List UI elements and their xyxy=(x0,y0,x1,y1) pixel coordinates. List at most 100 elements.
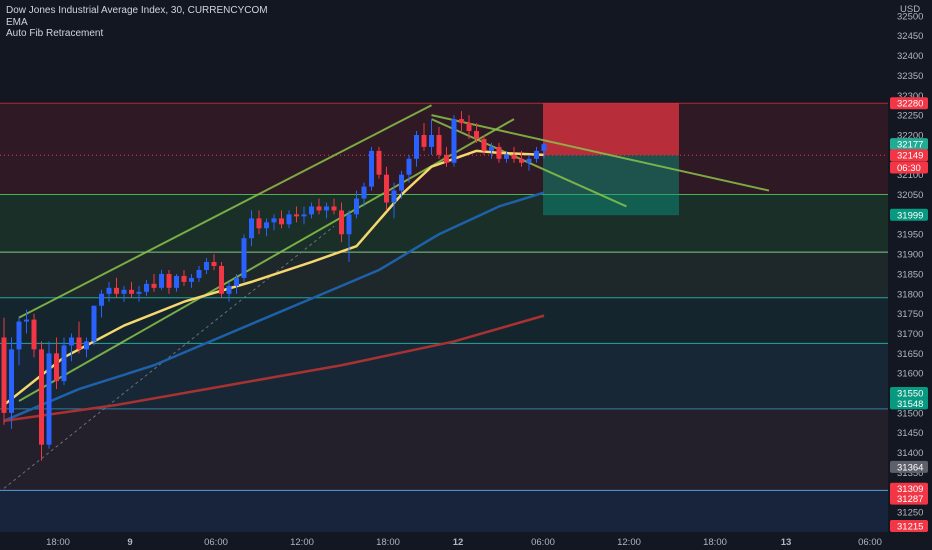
candle-body xyxy=(346,214,352,235)
x-tick-label: 18:00 xyxy=(703,537,727,548)
candle-body xyxy=(61,345,67,382)
candle-body xyxy=(1,337,7,413)
y-tick-label: 31350 xyxy=(897,468,923,479)
candle-body xyxy=(489,146,494,151)
price-badge-label: 06:30 xyxy=(897,163,921,174)
trend-line[interactable] xyxy=(3,225,335,489)
x-tick-label: 18:00 xyxy=(46,537,70,548)
candle-body xyxy=(519,158,524,163)
candle-body xyxy=(444,154,449,163)
y-tick-label: 32200 xyxy=(897,130,923,141)
candle-body xyxy=(219,266,224,294)
candle-body xyxy=(316,206,322,211)
indicator-auto-fib[interactable]: Auto Fib Retracement xyxy=(6,28,104,39)
candle-body xyxy=(234,277,239,286)
price-badge-label: 31364 xyxy=(897,462,923,473)
candle-body xyxy=(429,134,434,147)
candle-body xyxy=(286,214,292,225)
candle-body xyxy=(466,123,472,132)
price-badge-label: 31548 xyxy=(897,399,923,410)
candle-body xyxy=(16,321,22,350)
candle-body xyxy=(399,174,404,191)
price-badge xyxy=(890,492,928,505)
price-badge xyxy=(890,397,928,410)
candle-body xyxy=(391,190,397,203)
x-tick-label: 12 xyxy=(453,537,464,548)
fib-zone xyxy=(0,408,888,491)
candle-body xyxy=(451,119,457,163)
symbol-title[interactable]: Dow Jones Industrial Average Index, 30, … xyxy=(6,5,268,16)
fib-zone xyxy=(0,297,888,344)
fib-zones xyxy=(0,103,888,532)
candle-body xyxy=(9,349,14,413)
price-badge xyxy=(890,520,928,533)
fib-zone xyxy=(0,490,888,532)
trend-line[interactable] xyxy=(18,104,432,319)
candle-body xyxy=(256,218,262,229)
short-position-tool[interactable] xyxy=(543,103,679,216)
price-badge xyxy=(890,208,928,221)
y-tick-label: 31850 xyxy=(897,269,923,280)
y-tick-label: 31800 xyxy=(897,289,923,300)
x-tick-label: 06:00 xyxy=(531,537,555,548)
x-tick-label: 12:00 xyxy=(290,537,314,548)
candle-body xyxy=(151,283,157,288)
price-badge-label: 31215 xyxy=(897,522,923,533)
candle-body xyxy=(106,287,112,294)
y-tick-label: 32100 xyxy=(897,170,923,181)
candle-body xyxy=(421,134,427,147)
y-tick-label: 31450 xyxy=(897,428,923,439)
y-tick-label: 32400 xyxy=(897,51,923,62)
candle-body xyxy=(279,218,284,225)
candle-body xyxy=(294,214,299,217)
stop-loss-zone[interactable] xyxy=(543,103,679,156)
x-tick-label: 18:00 xyxy=(376,537,400,548)
price-badge-label: 31287 xyxy=(897,494,923,505)
candle-body xyxy=(354,198,359,215)
indicator-ema[interactable]: EMA xyxy=(6,16,28,28)
price-badge xyxy=(890,482,928,495)
ema-line xyxy=(3,191,545,422)
y-tick-label: 31950 xyxy=(897,230,923,241)
candle-body xyxy=(541,144,547,151)
y-tick-label: 32500 xyxy=(897,11,923,22)
candle-body xyxy=(31,319,37,350)
price-badge xyxy=(890,138,928,151)
ema-line xyxy=(3,149,545,406)
candle-body xyxy=(189,277,194,282)
chart-legend: Dow Jones Industrial Average Index, 30, … xyxy=(6,5,268,40)
price-badge-label: 32280 xyxy=(897,99,923,110)
candle-body xyxy=(99,293,104,306)
x-tick-label: 12:00 xyxy=(617,537,641,548)
candle-body xyxy=(249,218,254,239)
y-tick-label: 31900 xyxy=(897,250,923,261)
candle-body xyxy=(414,134,419,159)
ema-line xyxy=(3,314,545,423)
candle-body xyxy=(121,289,127,294)
y-tick-label: 31250 xyxy=(897,508,923,519)
time-axis[interactable]: 18:00 9 06:00 12:00 18:00 12 06:00 12:00 18:00 13… xyxy=(46,537,882,548)
trend-line[interactable] xyxy=(431,114,770,192)
price-badge-label: 31309 xyxy=(897,484,923,495)
candle-body xyxy=(54,353,59,382)
candle-body xyxy=(39,349,44,445)
candle-body xyxy=(474,131,479,139)
candle-body xyxy=(159,273,164,288)
y-tick-label: 31500 xyxy=(897,408,923,419)
take-profit-zone[interactable] xyxy=(543,155,679,216)
price-badge xyxy=(890,161,928,174)
candle-body xyxy=(339,210,344,235)
price-badge xyxy=(890,149,928,162)
y-tick-label: 31400 xyxy=(897,448,923,459)
price-badge xyxy=(890,460,928,473)
candle-body xyxy=(331,206,337,211)
candle-body xyxy=(181,275,187,282)
candle-body xyxy=(459,119,464,124)
x-tick-label: 06:00 xyxy=(204,537,228,548)
y-tick-label: 32250 xyxy=(897,111,923,122)
x-tick-label: 06:00 xyxy=(858,537,882,548)
candle-body xyxy=(534,150,539,159)
candle-body xyxy=(271,218,277,223)
